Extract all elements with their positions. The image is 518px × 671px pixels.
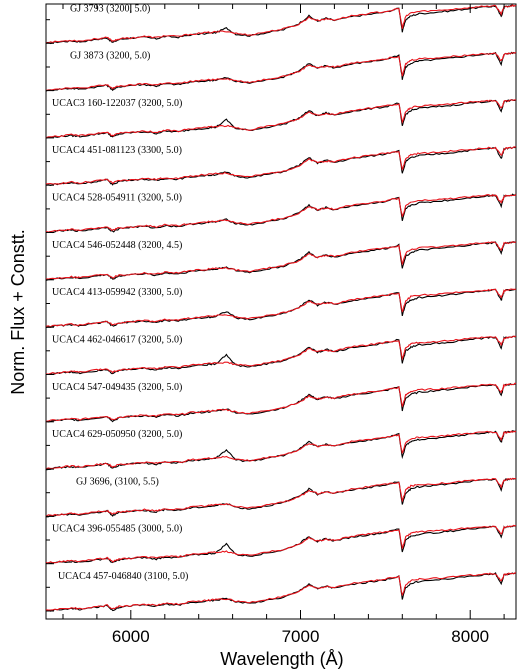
spectrum-2 xyxy=(45,51,517,92)
spectrum-12 xyxy=(45,524,517,565)
model-spectrum-line xyxy=(45,99,517,139)
model-spectrum-line xyxy=(45,51,517,91)
y-axis-title: Norm. Flux + Constt. xyxy=(8,229,28,395)
model-spectrum-line xyxy=(45,241,517,280)
spectrum-3 xyxy=(45,99,517,139)
spectrum-label: GJ 3696, (3100, 5.5) xyxy=(76,476,159,487)
model-spectrum-line xyxy=(45,193,517,233)
plot-frame xyxy=(45,3,517,620)
observed-spectrum-line xyxy=(45,430,517,471)
axis-ticks: 6000 7000 8000 xyxy=(46,4,505,646)
spectrum-10 xyxy=(45,430,517,471)
model-spectrum-line xyxy=(45,524,517,564)
spectrum-8 xyxy=(45,335,517,376)
model-spectrum-line xyxy=(45,4,517,44)
spectrum-5 xyxy=(45,193,517,234)
spectrum-label: UCAC4 528-054911 (3200, 5.0) xyxy=(52,193,182,204)
x-tick-label: 6000 xyxy=(112,627,150,646)
observed-spectrum-line xyxy=(45,572,517,612)
x-axis-title: Wavelength (Å) xyxy=(220,649,343,669)
spectrum-label: UCAC4 457-046840 (3100, 5.0) xyxy=(58,571,188,582)
spectrum-label: UCAC4 462-046617 (3200, 5.0) xyxy=(52,335,182,346)
spectrum-7 xyxy=(45,288,517,329)
spectrum-label: UCAC4 451-081123 (3300, 5.0) xyxy=(52,145,182,156)
spectrum-label: UCAC4 413-059942 (3300, 5.0) xyxy=(52,287,182,298)
spectrum-label: GJ 3793 (3200, 5.0) xyxy=(70,3,150,14)
spectrum-13 xyxy=(45,572,517,612)
x-tick-label: 8000 xyxy=(451,627,489,646)
model-spectrum-line xyxy=(45,477,517,517)
spectrum-4 xyxy=(45,146,517,186)
star-labels: GJ 3793 (3200, 5.0) GJ 3873 (3200, 5.0) UC… xyxy=(52,3,188,582)
spectrum-11 xyxy=(45,477,517,518)
spectrum-label: UCAC4 546-052448 (3200, 4.5) xyxy=(52,240,182,251)
spectrum-label: UCAC4 629-050950 (3200, 5.0) xyxy=(52,429,182,440)
spectra-layer xyxy=(45,4,517,612)
spectrum-label: UCAC3 160-122037 (3200, 5.0) xyxy=(52,98,182,109)
spectrum-label: GJ 3873 (3200, 5.0) xyxy=(70,51,150,62)
spectrum-1 xyxy=(45,4,517,45)
spectrum-label: UCAC4 396-055485 (3000, 5.0) xyxy=(52,524,182,535)
spectrum-6 xyxy=(45,241,517,282)
model-spectrum-line xyxy=(45,146,517,185)
model-spectrum-line xyxy=(45,335,517,375)
model-spectrum-line xyxy=(45,572,517,611)
x-tick-label: 7000 xyxy=(282,627,320,646)
model-spectrum-line xyxy=(45,288,517,328)
spectrum-label: UCAC4 547-049435 (3200, 5.0) xyxy=(52,382,182,393)
model-spectrum-line xyxy=(45,382,517,422)
spectrum-9 xyxy=(45,382,517,423)
model-spectrum-line xyxy=(45,430,517,470)
observed-spectrum-line xyxy=(45,99,517,139)
